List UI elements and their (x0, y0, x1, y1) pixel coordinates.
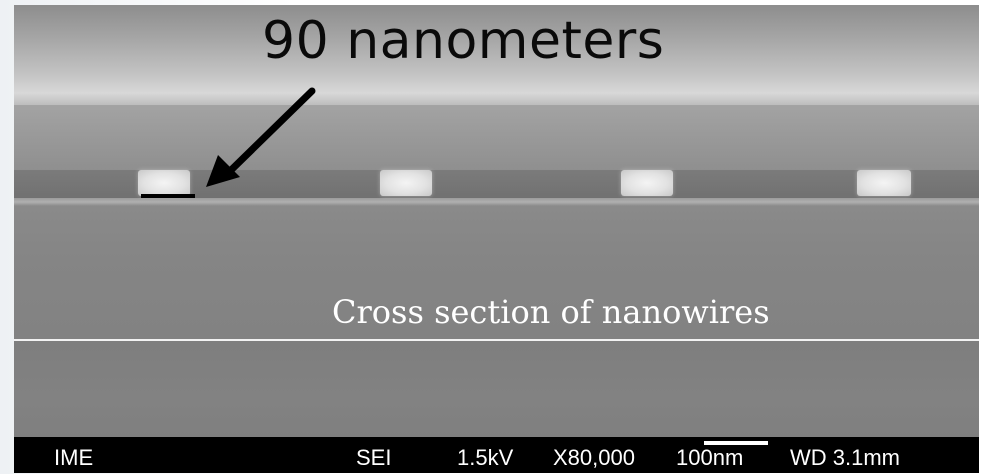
headline-label: 90 nanometers (262, 11, 665, 71)
substrate-layer (14, 206, 979, 339)
panel-divider-line (14, 339, 979, 341)
detector-label: SEI (356, 445, 392, 470)
sem-micrograph: 90 nanometers Cross section of nanowires… (14, 5, 979, 473)
lower-substrate-region (14, 341, 979, 438)
magnification-label: X80,000 (553, 445, 635, 470)
institution-label: IME (54, 445, 94, 470)
sem-info-bar: IME SEI 1.5kV X80,000 100nm WD 3.1mm (14, 437, 979, 473)
working-distance-label: WD 3.1mm (790, 445, 900, 470)
substrate-interface (14, 198, 979, 206)
nanowire-cross-section-3 (621, 170, 673, 196)
caption-label: Cross section of nanowires (332, 293, 770, 331)
scale-bar (704, 441, 768, 445)
top-oxide-layer (14, 5, 979, 105)
middle-dielectric-layer (14, 105, 979, 170)
nanowire-cross-section-2 (380, 170, 432, 196)
voltage-label: 1.5kV (457, 445, 514, 470)
width-indicator-line (141, 194, 195, 198)
nanowire-cross-section-4 (857, 170, 911, 196)
scale-label: 100nm (676, 445, 744, 470)
nanowire-cross-section-1 (138, 170, 190, 196)
